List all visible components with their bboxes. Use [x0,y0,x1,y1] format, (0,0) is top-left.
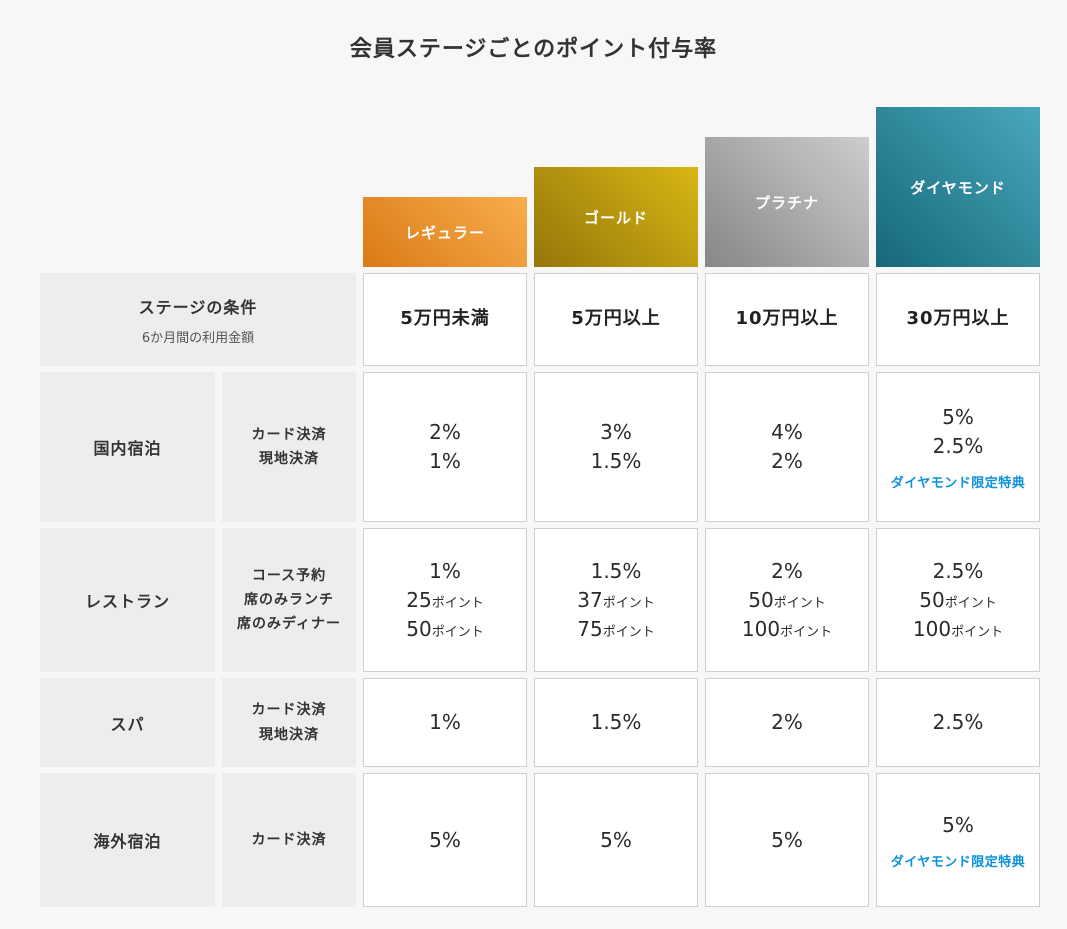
cell-value: 30万円以上 [906,308,1010,330]
cell-value: 1% [429,449,461,473]
payment-method: 現地決済 [259,726,319,743]
cell-value: 1.5% [590,558,642,583]
cell-value: 2.5% [932,710,984,734]
row-subcategory: 6か月間の利用金額 [141,330,255,346]
cell-value: 50ポイント [748,587,826,612]
row-methods-restaurant: コース予約 席のみランチ 席のみディナー [222,528,356,672]
cell-spa-diamond: 2.5% [876,678,1040,767]
row-label-spa: スパ [40,678,215,767]
cell-domestic-regular: 2% 1% [363,372,527,522]
tier-header-platinum: プラチナ [705,137,869,267]
cell-overseas-regular: 5% [363,773,527,907]
row-label-conditions: ステージの条件 6か月間の利用金額 [40,273,356,366]
cell-conditions-diamond: 30万円以上 [876,273,1040,366]
cell-value: 5% [429,827,461,852]
row-category: 国内宿泊 [93,439,162,458]
row-category: ステージの条件 [138,297,258,317]
row-category: レストラン [84,592,170,611]
cell-value: 5% [942,405,974,429]
cell-value: 5万円未満 [400,308,490,330]
row-methods-spa: カード決済 現地決済 [222,678,356,767]
row-category: スパ [110,714,145,734]
cell-value: 100ポイント [741,616,833,641]
cell-domestic-diamond: 5% 2.5% ダイヤモンド限定特典 [876,372,1040,522]
cell-spa-gold: 1.5% [534,678,698,767]
payment-method: コース予約 [251,567,327,584]
cell-restaurant-platinum: 2% 50ポイント 100ポイント [705,528,869,672]
cell-value: 75ポイント [577,616,655,641]
cell-value: 10万円以上 [735,308,839,330]
cell-restaurant-diamond: 2.5% 50ポイント 100ポイント [876,528,1040,672]
cell-domestic-gold: 3% 1.5% [534,372,698,522]
cell-overseas-platinum: 5% [705,773,869,907]
tier-label: レギュラー [404,223,485,242]
payment-method: カード決済 [251,831,327,848]
cell-value: 2.5% [932,434,984,458]
cell-restaurant-gold: 1.5% 37ポイント 75ポイント [534,528,698,672]
cell-value: 1.5% [590,449,642,473]
cell-value: 4% [771,420,803,444]
cell-value: 1.5% [590,710,642,734]
row-label-overseas-lodging: 海外宿泊 [40,773,215,907]
cell-value: 25ポイント [406,587,484,612]
diamond-benefit-link[interactable]: ダイヤモンド限定特典 [890,476,1026,491]
tier-label: ゴールド [583,208,648,227]
payment-method: カード決済 [251,702,327,719]
cell-value: 5% [600,827,632,852]
cell-value: 5% [942,812,974,837]
row-methods-overseas-lodging: カード決済 [222,773,356,907]
cell-value: 1% [429,710,461,734]
cell-value: 1% [429,558,461,583]
cell-conditions-regular: 5万円未満 [363,273,527,366]
cell-value: 100ポイント [912,616,1004,641]
tier-label: ダイヤモンド [910,178,1006,197]
cell-value: 5% [771,827,803,852]
cell-overseas-diamond: 5% ダイヤモンド限定特典 [876,773,1040,907]
cell-value: 50ポイント [919,587,997,612]
cell-value: 37ポイント [577,587,655,612]
tier-label: プラチナ [754,193,819,212]
diamond-benefit-link[interactable]: ダイヤモンド限定特典 [890,854,1026,870]
cell-value: 5万円以上 [571,308,661,330]
cell-value: 2% [771,449,803,473]
cell-value: 3% [600,420,632,444]
cell-conditions-gold: 5万円以上 [534,273,698,366]
cell-value: 2% [771,558,803,583]
tier-header-gold: ゴールド [534,167,698,267]
payment-method: 席のみディナー [236,616,342,633]
row-label-restaurant: レストラン [40,528,215,672]
cell-spa-platinum: 2% [705,678,869,767]
tier-header-regular: レギュラー [363,197,527,267]
payment-method: 現地決済 [259,451,319,467]
cell-value: 2.5% [932,558,984,583]
cell-value: 2% [771,710,803,734]
cell-restaurant-regular: 1% 25ポイント 50ポイント [363,528,527,672]
cell-conditions-platinum: 10万円以上 [705,273,869,366]
payment-method: カード決済 [251,426,327,443]
payment-method: 席のみランチ [244,591,334,608]
cell-domestic-platinum: 4% 2% [705,372,869,522]
row-methods-domestic-lodging: カード決済 現地決済 [222,372,356,522]
row-category: 海外宿泊 [93,832,162,851]
cell-overseas-gold: 5% [534,773,698,907]
tier-header-diamond: ダイヤモンド [876,107,1040,267]
page-title: 会員ステージごとのポイント付与率 [349,37,718,62]
cell-value: 2% [429,420,461,444]
cell-spa-regular: 1% [363,678,527,767]
row-label-domestic-lodging: 国内宿泊 [40,372,215,522]
points-table: レギュラー ゴールド プラチナ ダイヤモンド ステージの条件 6か月間の利用金額… [40,105,1040,907]
cell-value: 50ポイント [406,616,484,641]
